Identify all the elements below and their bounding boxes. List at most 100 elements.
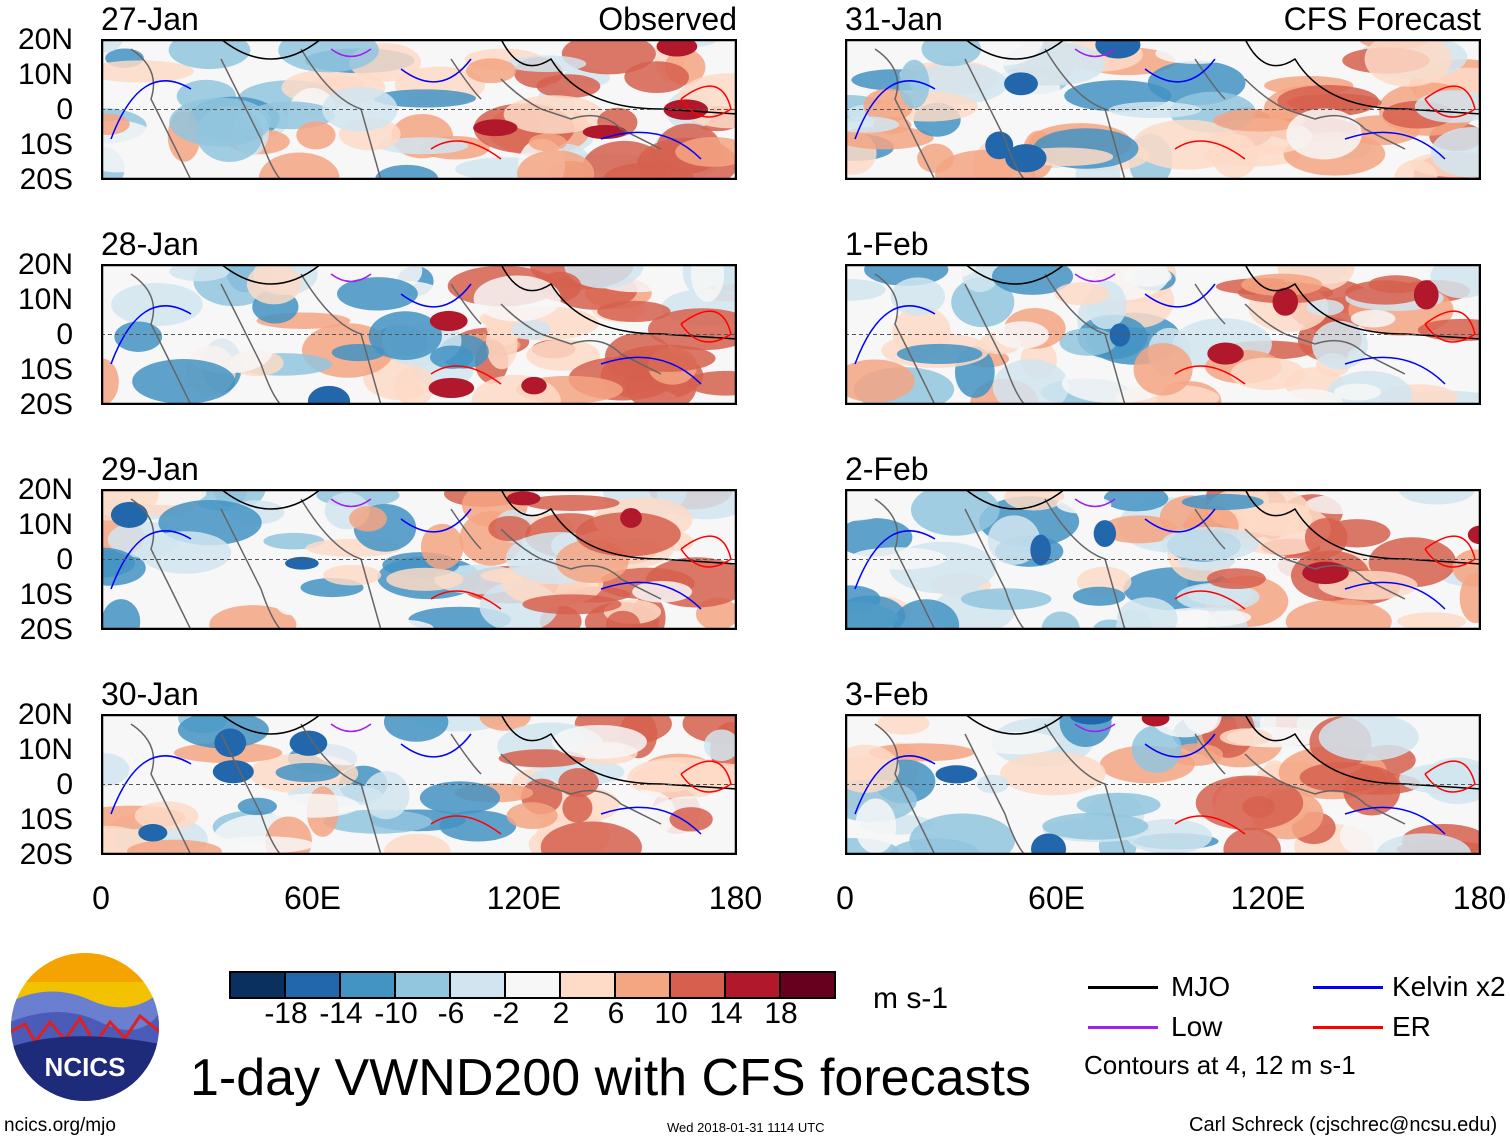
lat-label: 10S	[19, 578, 73, 611]
field-blob	[1241, 273, 1323, 296]
field-blob	[126, 839, 222, 855]
field-core	[1141, 714, 1170, 727]
field-blob	[363, 771, 410, 820]
lon-label: 180	[708, 880, 763, 916]
field-blob	[582, 140, 667, 180]
field-blob	[564, 264, 644, 289]
panel-frame	[845, 489, 1481, 630]
field-blob	[419, 781, 500, 815]
panel-frame	[101, 714, 737, 855]
mjo-contour	[220, 264, 737, 340]
field-blob	[899, 59, 930, 109]
kelvin-contour	[110, 733, 702, 835]
field-blob	[1397, 612, 1467, 630]
field-blob	[101, 358, 119, 405]
legend-er-line	[1313, 1026, 1383, 1029]
colorbar-tick-label: 2	[552, 997, 570, 1030]
field-blob	[323, 809, 432, 834]
panel-date: 29-Jan	[101, 451, 199, 487]
lat-label: 10N	[17, 508, 73, 541]
field-blob	[1207, 568, 1266, 590]
field-blob	[139, 531, 232, 574]
mjo-contour	[220, 489, 737, 565]
field-blob	[632, 580, 693, 603]
field-blob	[322, 564, 382, 586]
colorbar-tick-label: 14	[709, 997, 743, 1030]
field-core	[582, 124, 627, 140]
field-core	[506, 491, 541, 506]
mjo-contour	[220, 714, 737, 790]
field-blob	[296, 121, 336, 150]
map-panel-3-feb: 3-Feb	[845, 676, 1481, 855]
lat-label: 10S	[19, 353, 73, 386]
field-blob	[375, 164, 439, 180]
field-blob	[1285, 599, 1392, 630]
field-blob	[1368, 275, 1424, 294]
field-blob	[703, 729, 737, 762]
field-blob	[353, 619, 434, 630]
colorbar-swatch	[616, 973, 671, 997]
lat-label: 20N	[17, 248, 73, 281]
colorbar-swatch	[781, 973, 834, 997]
panel-source-label: CFS Forecast	[1283, 1, 1481, 37]
logo-text: NCICS	[45, 1052, 126, 1082]
field-blob	[909, 813, 1015, 855]
field-blob	[669, 807, 713, 832]
legend-low-line	[1088, 1026, 1158, 1029]
lat-label: 20S	[19, 163, 73, 196]
kelvin-contour	[854, 283, 1446, 385]
field-blob	[1122, 265, 1172, 287]
field-core	[1004, 72, 1038, 96]
field-blob	[1103, 489, 1169, 512]
field-blob	[1000, 751, 1106, 796]
wind-anomaly-field	[845, 264, 1481, 405]
field-blob	[1169, 743, 1223, 766]
lon-label: 60E	[1028, 880, 1085, 916]
field-blob	[647, 308, 737, 351]
coastline	[874, 273, 1406, 405]
panel-frame	[101, 39, 737, 180]
colorbar-tick-label: -2	[492, 997, 520, 1030]
field-blob	[1274, 388, 1343, 405]
lon-label: 120E	[486, 880, 562, 916]
colorbar	[229, 971, 836, 999]
field-blob	[1116, 609, 1152, 630]
field-core	[285, 556, 319, 570]
field-blob	[877, 714, 930, 735]
field-core	[1272, 287, 1299, 316]
panel-date: 30-Jan	[101, 676, 199, 712]
field-blob	[562, 793, 593, 823]
field-blob	[917, 143, 955, 173]
low-contour	[330, 723, 372, 733]
colorbar-tick-label: -6	[437, 997, 465, 1030]
field-blob	[551, 724, 647, 759]
field-core	[1207, 342, 1244, 365]
field-blob	[910, 489, 1000, 536]
website-link[interactable]: ncics.org/mjo	[4, 1115, 116, 1136]
coastline	[874, 498, 1406, 630]
field-blob	[278, 39, 379, 73]
field-blob	[597, 300, 671, 323]
field-blob	[896, 343, 983, 365]
field-blob	[855, 798, 897, 854]
field-blob	[1376, 833, 1472, 855]
field-blob	[1421, 757, 1481, 805]
legend-kelvin-line	[1313, 986, 1383, 989]
field-blob	[1304, 518, 1348, 558]
field-blob	[337, 277, 418, 311]
lon-label: 120E	[1230, 880, 1306, 916]
field-blob	[264, 793, 360, 818]
field-blob	[331, 344, 385, 362]
kelvin-contour	[110, 58, 702, 160]
field-blob	[111, 283, 203, 327]
field-blob	[1132, 119, 1242, 170]
lat-label: 10N	[17, 283, 73, 316]
field-blob	[575, 512, 681, 557]
kelvin-contour	[110, 283, 702, 385]
lat-label: 20S	[19, 838, 73, 871]
colorbar-tick-label: 6	[607, 997, 625, 1030]
credit: Carl Schreck (cjschrec@ncsu.edu)	[1189, 1114, 1498, 1136]
coastline	[130, 498, 662, 630]
field-blob	[169, 97, 272, 147]
wind-anomaly-field	[845, 489, 1481, 630]
